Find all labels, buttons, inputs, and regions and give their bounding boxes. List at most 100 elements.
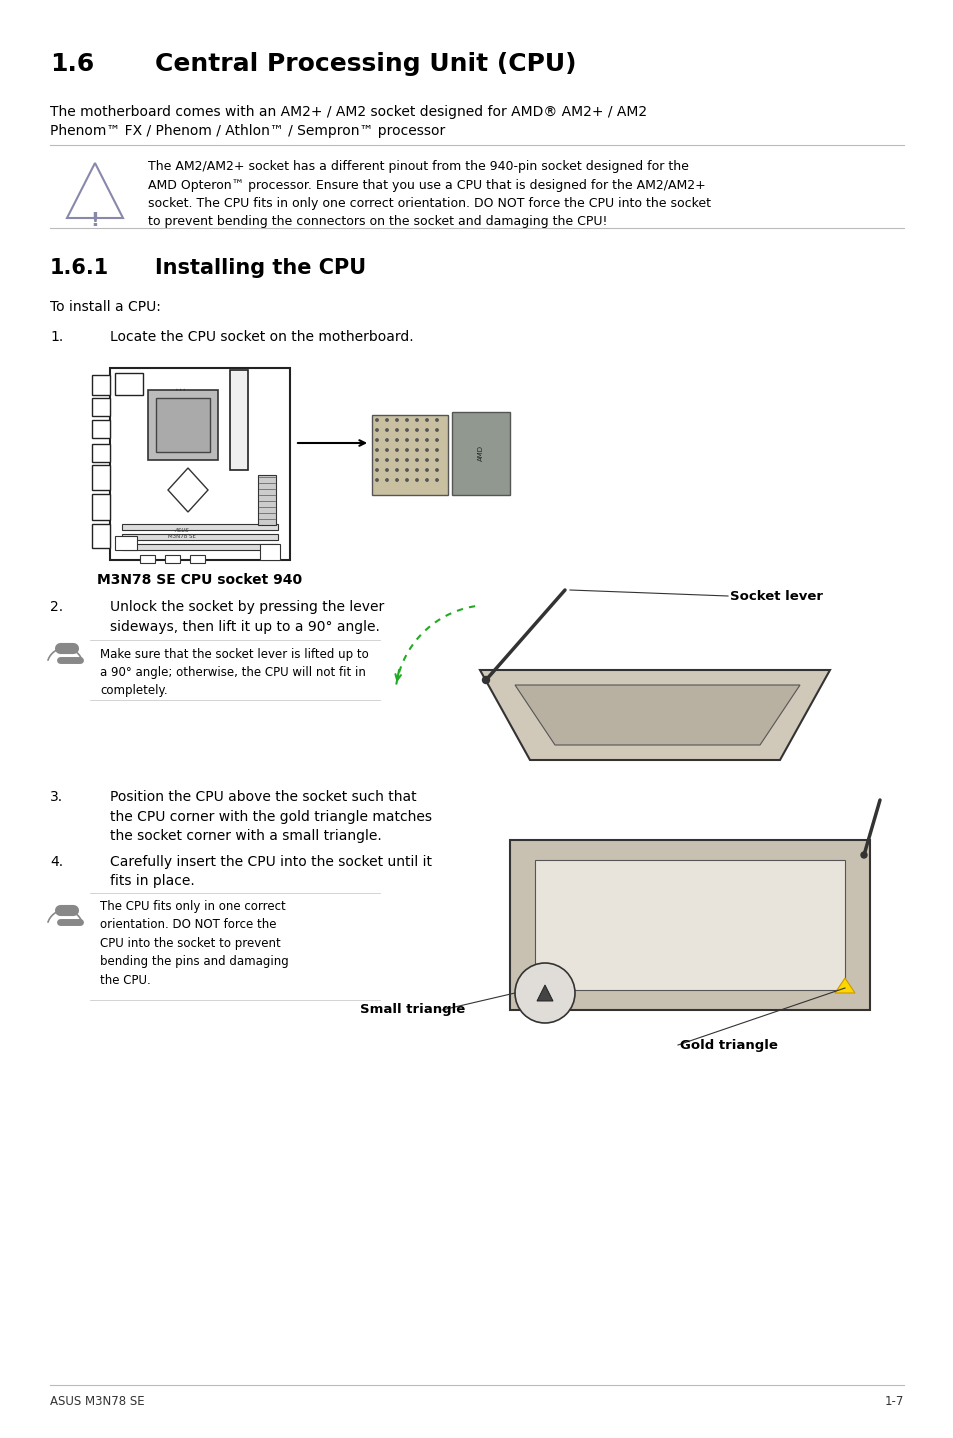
Circle shape: [395, 449, 397, 452]
Circle shape: [375, 439, 377, 441]
Circle shape: [436, 439, 437, 441]
Text: M3N78 SE CPU socket 940: M3N78 SE CPU socket 940: [97, 572, 302, 587]
Bar: [148, 390, 218, 460]
Circle shape: [405, 459, 408, 462]
Circle shape: [425, 429, 428, 431]
Circle shape: [385, 459, 388, 462]
Bar: [115, 372, 143, 395]
Bar: [140, 555, 154, 564]
Text: 2.: 2.: [50, 600, 63, 614]
Circle shape: [395, 469, 397, 472]
Text: AMD: AMD: [477, 444, 483, 462]
Text: The CPU fits only in one correct
orientation. DO NOT force the
CPU into the sock: The CPU fits only in one correct orienta…: [100, 900, 289, 986]
Text: ASUS: ASUS: [174, 528, 190, 533]
Bar: [260, 544, 280, 559]
Circle shape: [385, 439, 388, 441]
Bar: [122, 533, 277, 541]
Circle shape: [425, 439, 428, 441]
Bar: [257, 475, 275, 525]
Circle shape: [861, 851, 866, 858]
Text: Gold triangle: Gold triangle: [679, 1038, 777, 1051]
Bar: [91, 375, 110, 395]
Bar: [91, 495, 110, 521]
Polygon shape: [537, 985, 553, 1001]
Circle shape: [375, 479, 377, 482]
Bar: [122, 523, 277, 531]
Text: 1-7: 1-7: [883, 1395, 903, 1408]
Circle shape: [416, 429, 417, 431]
Text: Carefully insert the CPU into the socket until it
fits in place.: Carefully insert the CPU into the socket…: [110, 856, 432, 889]
Bar: [452, 413, 510, 495]
Bar: [91, 420, 110, 439]
Polygon shape: [515, 684, 800, 745]
Text: !: !: [91, 211, 99, 230]
Circle shape: [395, 429, 397, 431]
Circle shape: [425, 459, 428, 462]
Text: M3N78 SE: M3N78 SE: [168, 533, 195, 539]
Text: Make sure that the socket lever is lifted up to
a 90° angle; otherwise, the CPU : Make sure that the socket lever is lifte…: [100, 649, 369, 697]
Text: The motherboard comes with an AM2+ / AM2 socket designed for AMD® AM2+ / AM2
Phe: The motherboard comes with an AM2+ / AM2…: [50, 105, 646, 138]
Text: Unlock the socket by pressing the lever
sideways, then lift it up to a 90° angle: Unlock the socket by pressing the lever …: [110, 600, 384, 634]
Circle shape: [395, 439, 397, 441]
Circle shape: [416, 459, 417, 462]
Circle shape: [425, 469, 428, 472]
Circle shape: [416, 439, 417, 441]
Text: 4.: 4.: [50, 856, 63, 869]
Circle shape: [395, 479, 397, 482]
Text: Installing the CPU: Installing the CPU: [154, 257, 366, 278]
Circle shape: [405, 429, 408, 431]
Circle shape: [395, 459, 397, 462]
Bar: [91, 464, 110, 490]
Circle shape: [385, 418, 388, 421]
Circle shape: [436, 429, 437, 431]
Circle shape: [385, 429, 388, 431]
Text: Position the CPU above the socket such that
the CPU corner with the gold triangl: Position the CPU above the socket such t…: [110, 789, 432, 843]
Circle shape: [405, 479, 408, 482]
Bar: [122, 544, 277, 549]
Text: Small triangle: Small triangle: [359, 1004, 465, 1017]
Bar: [190, 555, 205, 564]
Polygon shape: [510, 840, 869, 1009]
Bar: [372, 416, 448, 495]
Circle shape: [436, 449, 437, 452]
Text: 3.: 3.: [50, 789, 63, 804]
Circle shape: [405, 439, 408, 441]
Text: 1.: 1.: [50, 329, 63, 344]
Circle shape: [375, 418, 377, 421]
Circle shape: [416, 418, 417, 421]
Circle shape: [436, 459, 437, 462]
Circle shape: [375, 449, 377, 452]
Circle shape: [405, 449, 408, 452]
Bar: [91, 523, 110, 548]
Polygon shape: [535, 860, 844, 989]
Circle shape: [436, 479, 437, 482]
Circle shape: [436, 418, 437, 421]
Text: 1.6.1: 1.6.1: [50, 257, 110, 278]
Circle shape: [385, 479, 388, 482]
Circle shape: [425, 449, 428, 452]
Bar: [115, 536, 137, 549]
Text: Central Processing Unit (CPU): Central Processing Unit (CPU): [154, 52, 576, 76]
Text: 1.6: 1.6: [50, 52, 94, 76]
Bar: [91, 398, 110, 416]
Text: To install a CPU:: To install a CPU:: [50, 301, 161, 313]
Circle shape: [416, 449, 417, 452]
Circle shape: [405, 418, 408, 421]
Circle shape: [385, 449, 388, 452]
Text: ⋯: ⋯: [174, 385, 186, 395]
Circle shape: [405, 469, 408, 472]
Circle shape: [482, 676, 489, 683]
Text: ASUS M3N78 SE: ASUS M3N78 SE: [50, 1395, 145, 1408]
Circle shape: [395, 418, 397, 421]
Bar: [110, 368, 290, 559]
Bar: [230, 370, 248, 470]
Text: Socket lever: Socket lever: [729, 590, 822, 603]
Circle shape: [375, 469, 377, 472]
Circle shape: [416, 469, 417, 472]
Circle shape: [375, 429, 377, 431]
Text: The AM2/AM2+ socket has a different pinout from the 940-pin socket designed for : The AM2/AM2+ socket has a different pino…: [148, 160, 710, 229]
Polygon shape: [834, 978, 854, 994]
Circle shape: [425, 479, 428, 482]
Polygon shape: [479, 670, 829, 761]
Circle shape: [425, 418, 428, 421]
